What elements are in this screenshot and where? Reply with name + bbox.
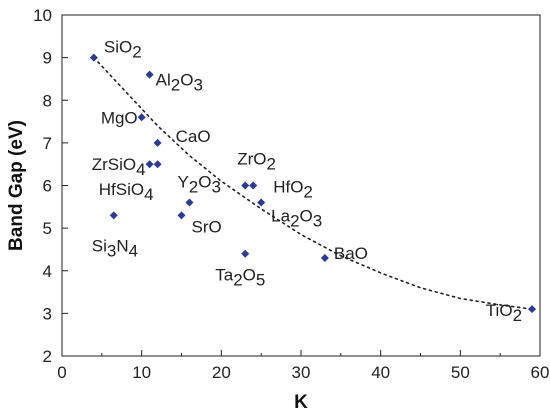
- label-hfsio4: HfSiO4: [99, 180, 154, 204]
- y-tick-label: 8: [43, 91, 52, 110]
- label-zro2: ZrO2: [237, 150, 276, 174]
- label-cao: CaO: [176, 127, 211, 146]
- data-point-tio2: [528, 305, 537, 314]
- x-tick-label: 20: [212, 363, 231, 382]
- y-tick-label: 3: [43, 304, 52, 323]
- data-point-al2o3: [145, 70, 154, 79]
- data-point-sio2: [89, 53, 98, 62]
- data-point-mgo: [137, 113, 146, 122]
- x-tick-label: 40: [371, 363, 390, 382]
- label-mgo: MgO: [101, 108, 138, 127]
- label-al2o3: Al2O3: [156, 71, 203, 95]
- label-sro: SrO: [192, 217, 222, 236]
- label-bao: BaO: [334, 244, 368, 263]
- label-zrsio4: ZrSiO4: [92, 155, 146, 179]
- x-tick-label: 60: [531, 363, 550, 382]
- y-tick-label: 10: [33, 6, 52, 25]
- x-tick-label: 0: [57, 363, 66, 382]
- trend-line: [93, 56, 533, 310]
- data-point-y2o3: [185, 198, 194, 207]
- y-tick-label: 6: [43, 177, 52, 196]
- data-point-bao: [320, 253, 329, 262]
- data-points: [89, 53, 537, 314]
- trend-line-layer: [93, 56, 533, 310]
- label-hfo2: HfO2: [273, 178, 313, 202]
- data-point-cao: [153, 138, 162, 147]
- label-y2o3: Y2O3: [177, 173, 221, 197]
- data-point-zro2: [241, 181, 250, 190]
- data-point-zrsio4: [145, 160, 154, 169]
- y-tick-label: 4: [43, 262, 52, 281]
- y-axis-title: Band Gap (eV): [6, 120, 27, 251]
- x-axis-title: K: [294, 392, 308, 413]
- y-axis-ticks: 2 3 4 5 6 7 8 9 10: [33, 6, 68, 366]
- label-ta2o5: Ta2O5: [215, 266, 265, 290]
- label-la2o3: La2O3: [271, 207, 322, 231]
- data-point-ta2o5: [241, 249, 250, 258]
- data-point-si3n4: [109, 211, 118, 220]
- x-tick-label: 50: [451, 363, 470, 382]
- label-sio2: SiO2: [104, 38, 142, 62]
- y-tick-label: 5: [43, 219, 52, 238]
- x-axis-ticks: 0 10 20 30 40 50 60: [57, 350, 549, 382]
- data-point-hfo2: [249, 181, 258, 190]
- y-tick-label: 9: [43, 49, 52, 68]
- label-si3n4: Si3N4: [92, 236, 138, 260]
- data-point-la2o3: [257, 198, 266, 207]
- y-tick-label: 2: [43, 347, 52, 366]
- x-tick-label: 10: [132, 363, 151, 382]
- label-tio2: TiO2: [486, 301, 522, 325]
- data-point-hfsio4: [153, 160, 162, 169]
- y-tick-label: 7: [43, 134, 52, 153]
- x-tick-label: 30: [292, 363, 311, 382]
- data-point-sro: [177, 211, 186, 220]
